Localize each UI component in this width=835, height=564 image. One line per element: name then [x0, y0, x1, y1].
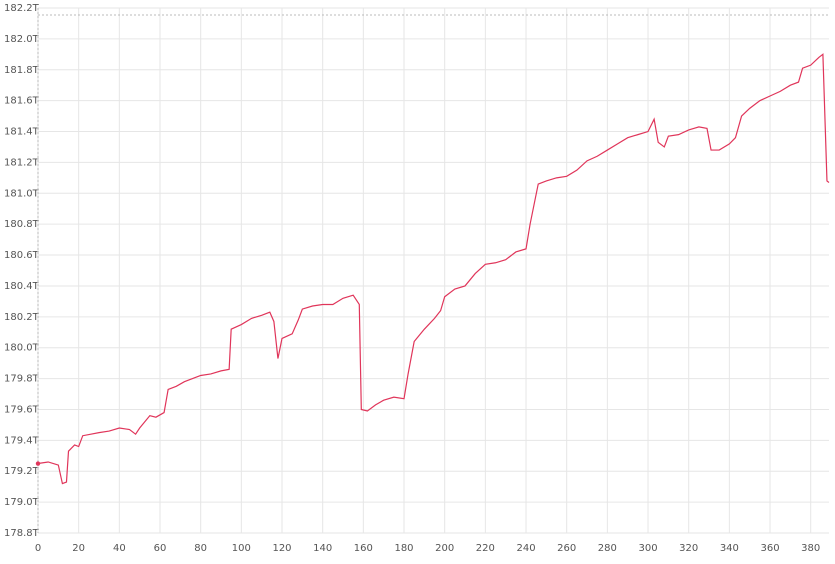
y-tick-label: 180.8T [4, 219, 40, 230]
start-point [35, 461, 41, 466]
x-tick-label: 280 [598, 543, 617, 554]
y-tick-label: 180.4T [4, 281, 40, 292]
x-tick-label: 40 [113, 543, 126, 554]
x-tick-label: 240 [516, 543, 535, 554]
series-line [37, 53, 830, 485]
x-tick-label: 360 [760, 543, 779, 554]
x-tick-label: 160 [354, 543, 373, 554]
y-tick-label: 179.2T [4, 466, 40, 477]
y-tick-label: 179.8T [4, 374, 40, 385]
x-tick-label: 220 [476, 543, 495, 554]
x-tick-label: 60 [154, 543, 167, 554]
x-tick-label: 260 [557, 543, 576, 554]
x-tick-label: 340 [720, 543, 739, 554]
y-tick-label: 180.0T [4, 343, 40, 354]
x-tick-label: 200 [435, 543, 454, 554]
y-tick-label: 181.4T [4, 127, 40, 138]
y-tick-label: 180.6T [4, 250, 40, 261]
x-tick-label: 380 [801, 543, 820, 554]
y-tick-label: 178.8T [4, 528, 40, 539]
x-tick-label: 140 [313, 543, 332, 554]
x-tick-label: 100 [232, 543, 251, 554]
y-tick-label: 180.2T [4, 312, 40, 323]
x-tick-label: 300 [638, 543, 657, 554]
x-tick-label: 80 [194, 543, 207, 554]
y-tick-label: 181.2T [4, 157, 40, 168]
y-tick-label: 181.8T [4, 65, 40, 76]
y-tick-label: 181.6T [4, 96, 40, 107]
y-tick-label: 179.0T [4, 497, 40, 508]
x-tick-label: 0 [35, 543, 41, 554]
y-tick-label: 179.6T [4, 404, 40, 415]
y-tick-label: 179.4T [4, 435, 40, 446]
y-tick-label: 181.0T [4, 188, 40, 199]
x-tick-label: 20 [72, 543, 85, 554]
x-tick-label: 180 [394, 543, 413, 554]
x-tick-label: 120 [272, 543, 291, 554]
y-tick-label: 182.2T [4, 3, 40, 14]
x-tick-label: 320 [679, 543, 698, 554]
y-tick-label: 182.0T [4, 34, 40, 45]
